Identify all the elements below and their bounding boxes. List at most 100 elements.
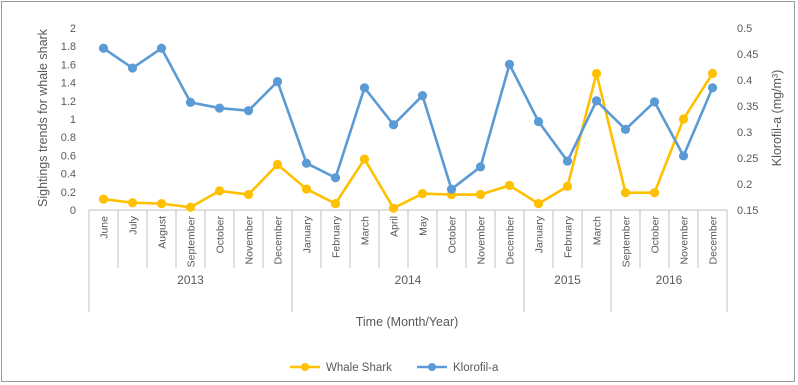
y-tick-label: 1: [70, 114, 76, 126]
y-tick-label: 0.4: [61, 169, 76, 181]
data-point-klorofil-a: [244, 106, 253, 115]
data-point-whale-shark: [244, 190, 253, 199]
y2-tick-label: 0.2: [737, 179, 752, 191]
legend: Whale Shark Klorofil-a: [290, 362, 499, 374]
year-label-2016: 2016: [656, 273, 683, 287]
series-layer: [99, 44, 717, 213]
data-point-klorofil-a: [331, 173, 340, 182]
x-tick-label: December: [505, 215, 517, 264]
y2-axis-title: Klorofil-a (mg/m³): [770, 70, 784, 167]
legend-marker-whale-shark: [301, 363, 309, 371]
x-tick-label: March: [360, 216, 372, 245]
data-point-whale-shark: [708, 69, 717, 78]
x-tick-label: October: [215, 216, 227, 254]
data-point-klorofil-a: [621, 125, 630, 134]
y2-tick-label: 0.5: [737, 23, 752, 35]
data-point-klorofil-a: [563, 157, 572, 166]
y-tick-label: 1.4: [61, 78, 76, 90]
x-tick-label: September: [186, 216, 198, 268]
data-point-klorofil-a: [186, 98, 195, 107]
year-label-2013: 2013: [177, 273, 204, 287]
data-point-klorofil-a: [650, 97, 659, 106]
data-point-whale-shark: [331, 199, 340, 208]
data-point-klorofil-a: [128, 63, 137, 72]
y2-tick-label: 0.3: [737, 127, 752, 139]
x-tick-label: February: [331, 215, 343, 258]
y-tick-label: 0.2: [61, 187, 76, 199]
x-tick-label: January: [302, 215, 314, 253]
x-tick-label: October: [650, 216, 662, 254]
year-label-2014: 2014: [395, 273, 422, 287]
data-point-whale-shark: [99, 194, 108, 203]
x-tick-label: September: [621, 216, 633, 268]
x-tick-label: November: [244, 215, 256, 264]
y-tick-label: 0.8: [61, 132, 76, 144]
x-tick-label: July: [128, 215, 140, 234]
x-tick-label: March: [592, 216, 604, 245]
data-point-whale-shark: [650, 188, 659, 197]
data-point-klorofil-a: [679, 151, 688, 160]
data-point-whale-shark: [157, 199, 166, 208]
data-point-klorofil-a: [418, 91, 427, 100]
legend-label-klorofil-a: Klorofil-a: [453, 362, 499, 374]
y2-tick-label: 0.4: [737, 75, 752, 87]
data-point-klorofil-a: [273, 77, 282, 86]
y-tick-label: 2: [70, 23, 76, 35]
x-tick-label: February: [563, 215, 575, 258]
data-point-klorofil-a: [389, 120, 398, 129]
y2-tick-label: 0.45: [737, 49, 758, 61]
x-tick-label: April: [389, 216, 401, 237]
data-point-whale-shark: [186, 203, 195, 212]
data-point-klorofil-a: [99, 44, 108, 53]
data-point-klorofil-a: [505, 60, 514, 69]
series-line-klorofil-a: [104, 48, 713, 189]
data-point-klorofil-a: [708, 83, 717, 92]
data-point-whale-shark: [215, 186, 224, 195]
x-tick-label: December: [708, 215, 720, 264]
left-axis: 0 0.2 0.4 0.6 0.8 1 1.2 1.4 1.6 1.8 2: [61, 23, 76, 217]
right-axis: 0.15 0.2 0.25 0.3 0.35 0.4 0.45 0.5: [737, 23, 758, 217]
data-point-klorofil-a: [360, 83, 369, 92]
y-tick-label: 0.6: [61, 150, 76, 162]
data-point-whale-shark: [505, 181, 514, 190]
data-point-whale-shark: [302, 184, 311, 193]
data-point-whale-shark: [592, 69, 601, 78]
series-line-whale-shark: [104, 74, 713, 209]
x-tick-label: August: [157, 216, 169, 249]
x-tick-label: November: [679, 215, 691, 264]
data-point-whale-shark: [563, 182, 572, 191]
data-point-whale-shark: [389, 204, 398, 213]
data-point-klorofil-a: [302, 159, 311, 168]
y-tick-label: 0: [70, 205, 76, 217]
x-tick-label: December: [273, 215, 285, 264]
x-tick-label: May: [418, 215, 430, 236]
data-point-whale-shark: [418, 189, 427, 198]
x-tick-label: November: [476, 215, 488, 264]
data-point-whale-shark: [476, 190, 485, 199]
data-point-klorofil-a: [215, 103, 224, 112]
data-point-whale-shark: [273, 160, 282, 169]
data-point-whale-shark: [534, 199, 543, 208]
data-point-whale-shark: [128, 198, 137, 207]
data-point-klorofil-a: [447, 185, 456, 194]
y-tick-label: 1.8: [61, 41, 76, 53]
y-tick-label: 1.6: [61, 59, 76, 71]
y2-tick-label: 0.35: [737, 101, 758, 113]
x-axis-title: Time (Month/Year): [356, 315, 459, 329]
data-point-whale-shark: [679, 114, 688, 123]
data-point-klorofil-a: [476, 162, 485, 171]
data-point-klorofil-a: [534, 117, 543, 126]
x-tick-label: June: [99, 216, 111, 239]
y2-tick-label: 0.25: [737, 153, 758, 165]
data-point-klorofil-a: [592, 96, 601, 105]
x-tick-label: January: [534, 215, 546, 253]
x-axis: June July August September October November De…: [89, 210, 727, 312]
legend-label-whale-shark: Whale Shark: [326, 362, 392, 374]
legend-marker-klorofil-a: [428, 363, 436, 371]
y2-tick-label: 0.15: [737, 205, 758, 217]
year-label-2015: 2015: [554, 273, 581, 287]
legend-item-klorofil-a: Klorofil-a: [417, 362, 499, 374]
y-axis-title: Sightings trends for whale shark: [36, 28, 50, 207]
data-point-whale-shark: [360, 154, 369, 163]
